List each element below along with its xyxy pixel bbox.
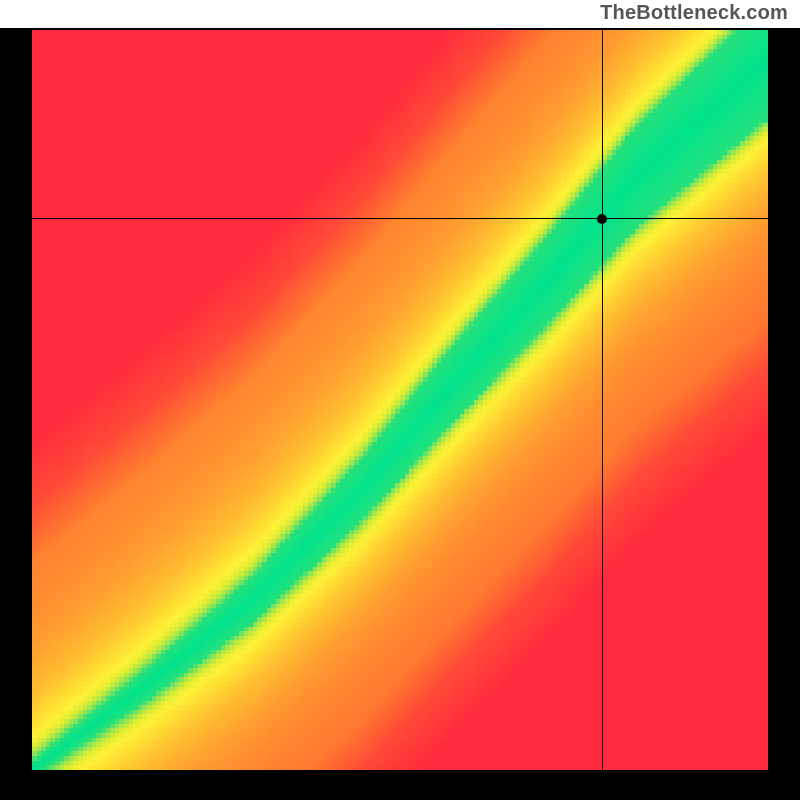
crosshair-vertical	[602, 28, 603, 800]
bottleneck-heatmap	[0, 0, 800, 800]
watermark-text: TheBottleneck.com	[600, 2, 788, 25]
crosshair-horizontal	[30, 218, 800, 219]
